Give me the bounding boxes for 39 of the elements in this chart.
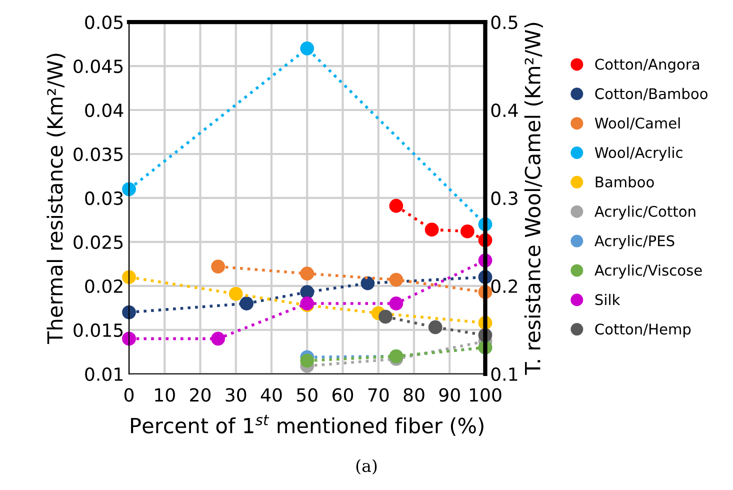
text: (a) bbox=[356, 459, 377, 474]
legend-label: Bamboo bbox=[596, 176, 654, 188]
legend-label: Silk bbox=[595, 294, 620, 306]
y-tick-label: 0.035 bbox=[74, 147, 123, 162]
x-tick-label: 20 bbox=[190, 388, 211, 402]
legend-label: Wool/Acrylic bbox=[594, 146, 682, 161]
legend-label: Acrylic/Cotton bbox=[594, 206, 696, 220]
y-tick-label: 0.04 bbox=[85, 103, 124, 118]
y-axis-title: Thermal resistance (Km²/W) bbox=[46, 54, 66, 344]
x-tick-label: 70 bbox=[368, 388, 389, 402]
y2-tick-label: 0.5 bbox=[491, 16, 518, 30]
y-tick-label: 0.025 bbox=[74, 235, 123, 250]
y-tick-label: 0.01 bbox=[85, 367, 122, 381]
legend-label: Cotton/Angora bbox=[595, 58, 700, 73]
y2-tick-label: 0.1 bbox=[491, 367, 518, 381]
legend-label: Cotton/Bamboo bbox=[595, 88, 708, 100]
x-tick-label: 100 bbox=[470, 388, 502, 402]
legend-label: Acrylic/PES bbox=[594, 235, 674, 250]
x-tick-label: 40 bbox=[260, 388, 282, 402]
x-tick-label: 10 bbox=[155, 388, 175, 402]
legend-label: Cotton/Hemp bbox=[595, 324, 691, 338]
y-tick-label: 0.05 bbox=[85, 16, 123, 30]
x-tick-label: 90 bbox=[439, 388, 460, 402]
y2-tick-label: 0.4 bbox=[491, 103, 518, 118]
y-tick-label: 0.02 bbox=[85, 279, 122, 294]
y-tick-label: 0.015 bbox=[74, 323, 123, 338]
y2-tick-label: 0.2 bbox=[491, 279, 518, 294]
x-tick-label: 60 bbox=[332, 388, 354, 402]
y-tick-label: 0.03 bbox=[85, 191, 123, 206]
legend-label: Acrylic/Viscose bbox=[594, 264, 702, 279]
legend-label: Wool/Camel bbox=[594, 117, 680, 130]
x-tick-label: 30 bbox=[226, 388, 246, 402]
y-tick-label: 0.045 bbox=[74, 59, 123, 74]
y2-axis-title: T. resistance Wool/Camel (Km²/W) bbox=[524, 22, 543, 375]
x-tick-label: 80 bbox=[404, 388, 424, 402]
x-tick-label: 0 bbox=[124, 388, 134, 402]
x-axis-title: Percent of 1$^{st}$ mentioned fiber (%) bbox=[131, 414, 484, 436]
y2-tick-label: 0.3 bbox=[491, 191, 518, 206]
x-tick-label: 50 bbox=[297, 388, 318, 402]
